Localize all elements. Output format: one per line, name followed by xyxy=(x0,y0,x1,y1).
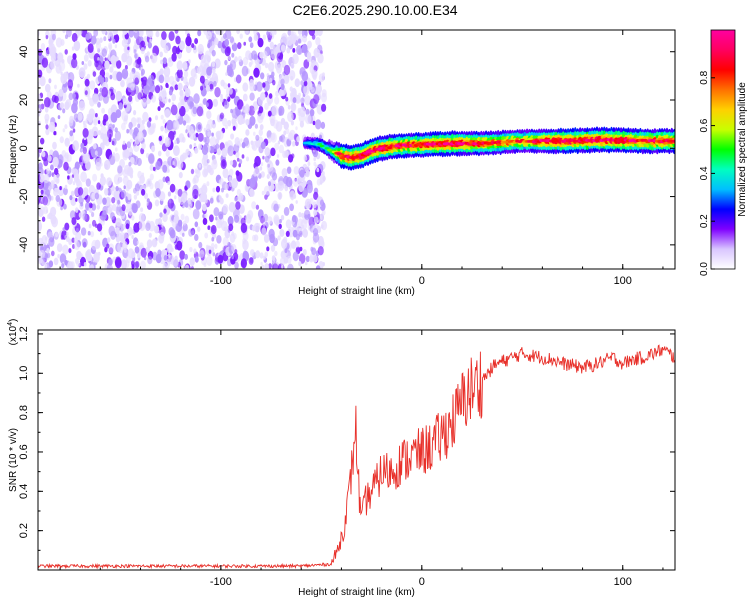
y-tick-label: 1.0 xyxy=(18,366,30,381)
colorbar: 0.0 0.2 0.4 0.6 0.8 Normalized spectral ampli… xyxy=(699,29,748,276)
snr-frame xyxy=(37,329,676,571)
snr-plot-area xyxy=(38,344,675,570)
colorbar-tick-label: 0.4 xyxy=(699,166,710,180)
figure-title: C2E6.2025.290.10.00.E34 xyxy=(292,2,458,18)
y-tick-label: 40 xyxy=(18,46,30,58)
x-tick-label: 100 xyxy=(614,275,632,287)
x-tick-label: 0 xyxy=(419,275,425,287)
x-tick-label: -100 xyxy=(210,576,232,588)
snr-panel: -100 0 100 0.2 0.4 0.6 0.8 1.0 1.2 Height of stra… xyxy=(7,319,676,598)
snr-series-line xyxy=(38,344,675,570)
x-tick-label: 100 xyxy=(614,576,632,588)
spectrogram-frame xyxy=(37,29,676,270)
colorbar-label: Normalized spectral amplitude xyxy=(737,82,748,217)
y-scale-base: (x10 xyxy=(8,325,19,345)
colorbar-tick-label: 0.6 xyxy=(699,118,710,132)
x-axis-label: Height of straight line (km) xyxy=(298,286,415,297)
y-scale-label: (x104) xyxy=(7,319,19,346)
noise-speckles xyxy=(38,30,328,269)
y-axis-label: SNR (10 * v/v) xyxy=(8,428,19,492)
y-tick-label: 0.4 xyxy=(18,484,30,499)
y-tick-label: 1.2 xyxy=(18,326,30,341)
x-tick-label: -100 xyxy=(210,275,232,287)
y-tick-label: 0.2 xyxy=(18,523,30,538)
y-tick-label: 0.8 xyxy=(18,405,30,420)
y-scale-exponent: 4 xyxy=(7,322,14,326)
spectrogram-panel: -100 0 100 -40 -20 0 20 40 Height of straight li… xyxy=(8,29,676,297)
y-axis-label: Frequency (Hz) xyxy=(8,115,19,184)
x-axis-label: Height of straight line (km) xyxy=(298,587,415,598)
signal-band xyxy=(302,126,675,171)
x-tick-label: 0 xyxy=(419,576,425,588)
colorbar-tick-label: 0.8 xyxy=(699,70,710,84)
colorbar-tick-label: 0.0 xyxy=(699,262,710,276)
y-scale-suffix: ) xyxy=(8,319,19,322)
y-tick-label: 0 xyxy=(18,145,30,151)
spectrogram-area xyxy=(38,30,675,269)
y-tick-label: -20 xyxy=(18,189,30,205)
colorbar-gradient xyxy=(710,29,736,270)
y-tick-label: 0.6 xyxy=(18,444,30,459)
y-tick-label: 20 xyxy=(18,94,30,106)
y-tick-label: -40 xyxy=(18,237,30,253)
colorbar-tick-label: 0.2 xyxy=(699,214,710,228)
